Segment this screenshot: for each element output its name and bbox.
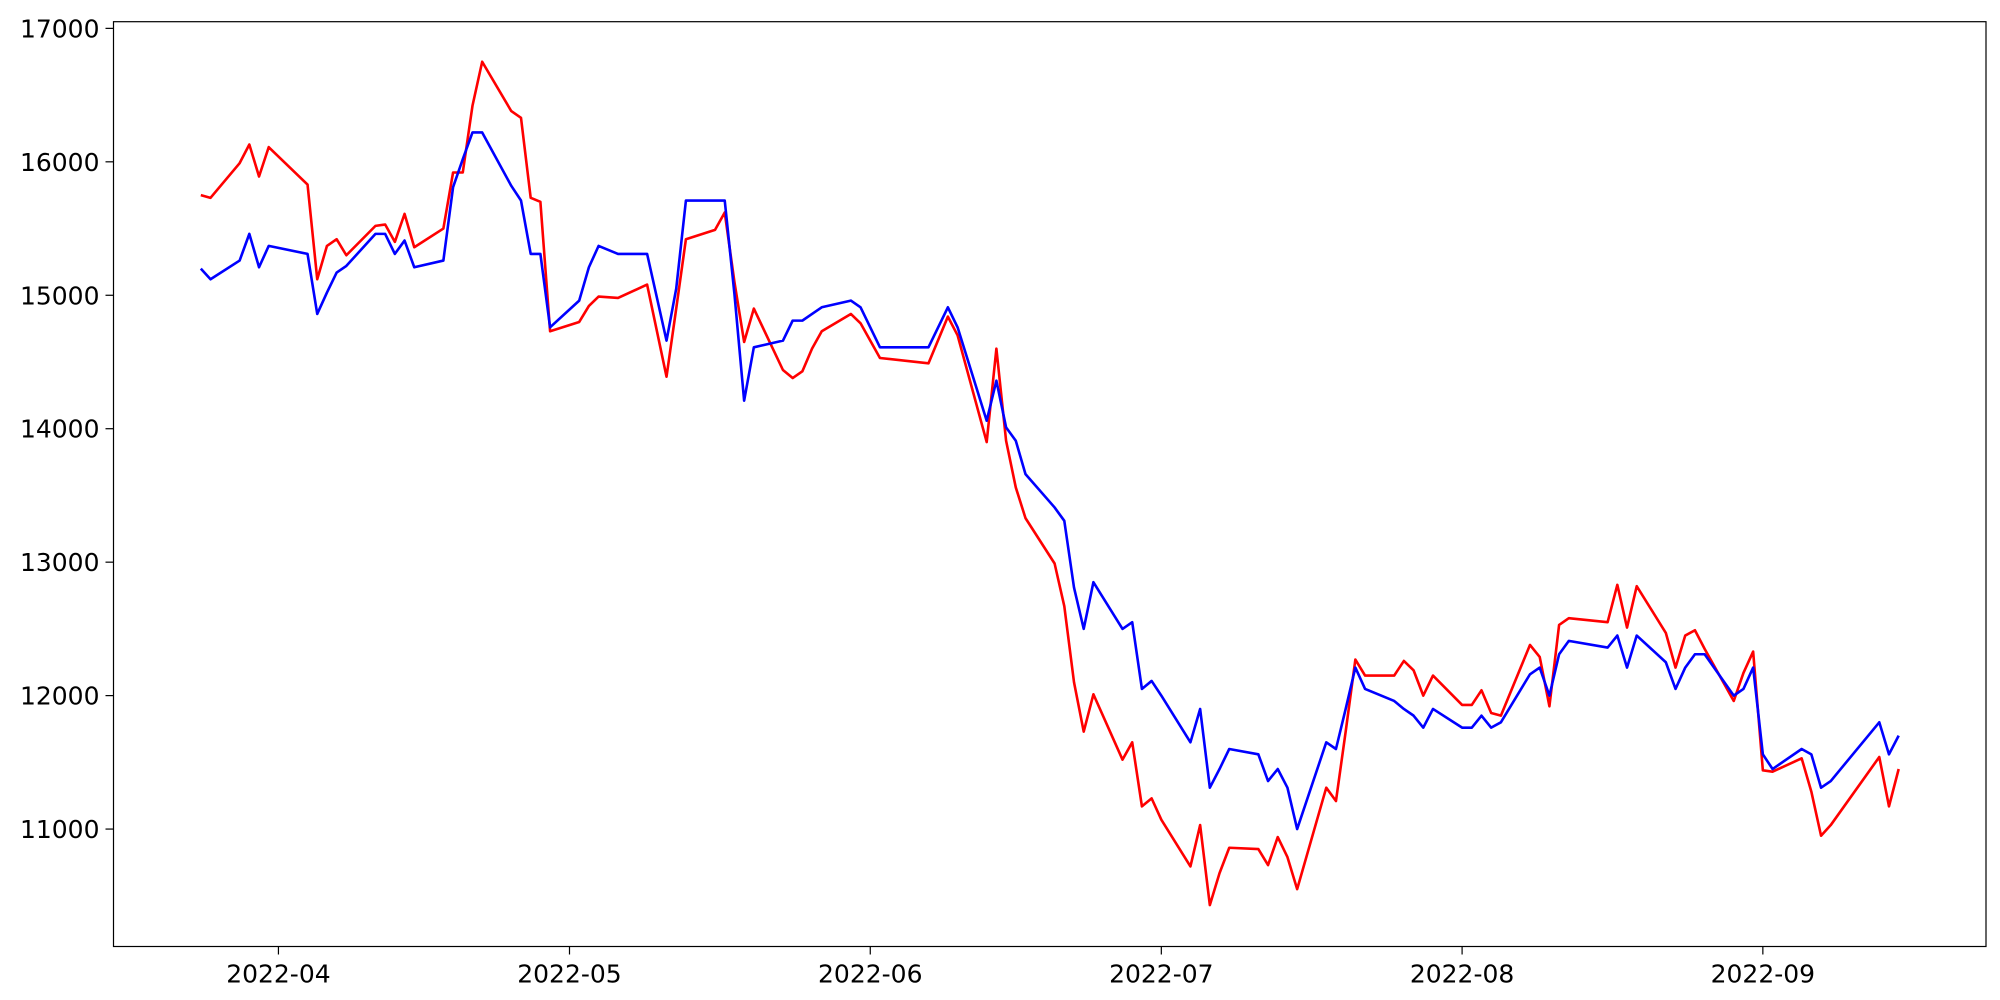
y-tick-label: 17000 xyxy=(20,14,100,43)
chart: 11000 12000 13000 14000 15000 16000 17000 2022-… xyxy=(0,0,2000,1000)
x-tick-label: 2022-08 xyxy=(1410,960,1514,989)
y-tick-label: 14000 xyxy=(20,415,100,444)
page: 11000 12000 13000 14000 15000 16000 17000 2022-… xyxy=(0,0,2000,1000)
series-line xyxy=(201,132,1899,829)
y-tick-label: 11000 xyxy=(20,815,100,844)
y-tick-label: 13000 xyxy=(20,548,100,577)
x-tick-label: 2022-06 xyxy=(818,960,922,989)
x-tick-label: 2022-07 xyxy=(1109,960,1213,989)
series-line xyxy=(201,62,1899,905)
x-tick-label: 2022-09 xyxy=(1711,960,1815,989)
y-tick-label: 15000 xyxy=(20,281,100,310)
plot-frame xyxy=(114,22,1987,947)
y-tick-label: 16000 xyxy=(20,148,100,177)
x-tick-label: 2022-04 xyxy=(226,960,330,989)
x-tick-label: 2022-05 xyxy=(517,960,621,989)
y-tick-label: 12000 xyxy=(20,682,100,711)
